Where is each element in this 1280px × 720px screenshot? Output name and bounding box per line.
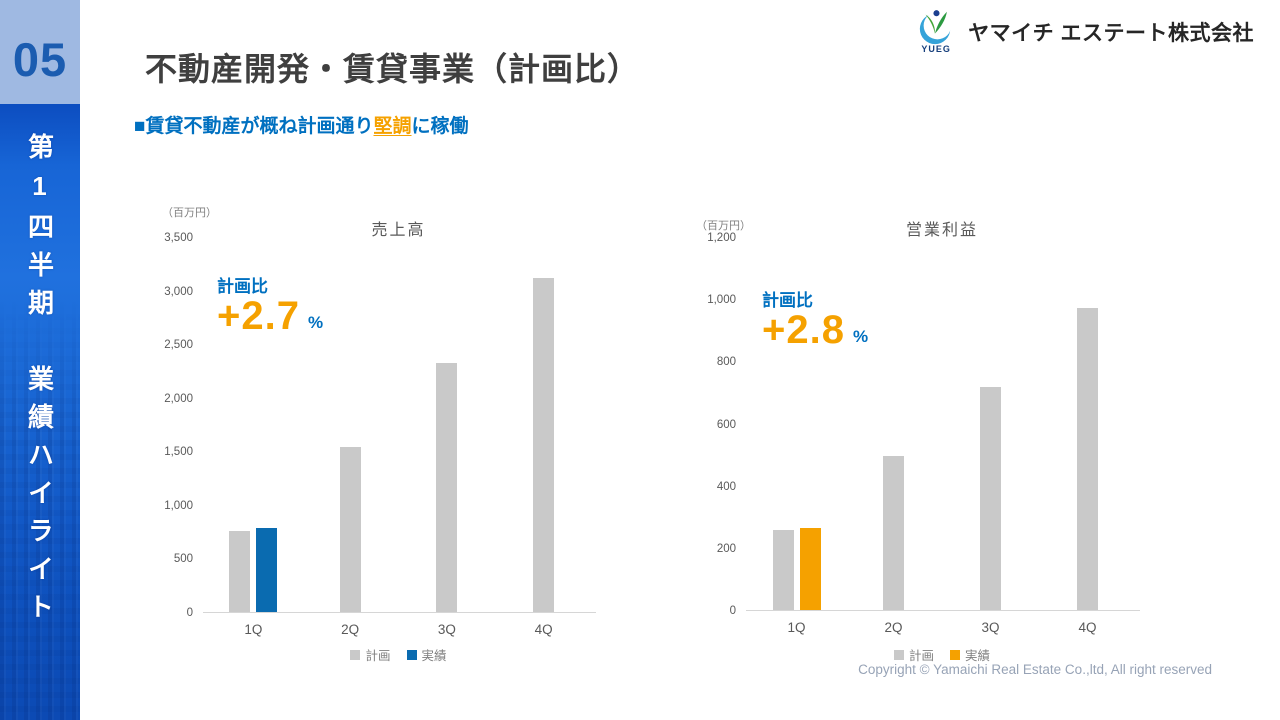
legend-swatch-actual	[406, 649, 417, 660]
legend-item-plan: 計画	[350, 645, 391, 664]
bar-actual-1Q	[799, 528, 821, 611]
y-tick-label: 200	[716, 542, 736, 555]
subtitle-prefix: ■賃貸不動産が概ね計画通り	[134, 116, 374, 137]
x-tick-label: 2Q	[341, 622, 360, 637]
sales-plan-ratio-label: 計画比	[217, 277, 268, 296]
bar-groups	[748, 238, 1136, 611]
x-tick-label: 1Q	[244, 622, 263, 637]
y-tick-label: 3,500	[164, 232, 193, 244]
legend-swatch-actual	[950, 649, 960, 660]
section-number-badge: 05	[0, 0, 80, 104]
x-tick-label: 4Q	[1078, 620, 1097, 635]
x-tick-label: 3Q	[981, 620, 1000, 635]
legend-label-actual: 実績	[965, 649, 991, 663]
bar-group-3Q	[942, 238, 1039, 611]
sales-y-axis-unit-label: （百万円）	[162, 207, 217, 219]
sales-plan-ratio-value: +2.7	[217, 294, 300, 338]
bar-plan-2Q	[339, 446, 361, 613]
section-number: 05	[12, 32, 68, 86]
bar-plan-1Q	[772, 530, 794, 611]
logo-icon-wrap: YUEG	[914, 8, 958, 54]
legend-item-actual: 実績	[406, 645, 447, 664]
profit-plan-ratio-label: 計画比	[762, 291, 813, 310]
sidebar: 05 第1四半期 業績ハイライト	[0, 0, 80, 720]
y-tick-label: 1,000	[164, 499, 193, 512]
sidebar-photo-texture	[0, 300, 80, 720]
bar-plan-2Q	[883, 455, 904, 611]
profit-y-axis-unit-label: （百万円）	[696, 220, 751, 232]
profit-chart-legend: 計画 実績	[748, 645, 1136, 664]
legend-item-actual: 実績	[950, 645, 990, 664]
profit-plan-ratio-row: +2.8 %	[762, 309, 868, 351]
bar-plan-3Q	[436, 363, 458, 613]
y-tick-label: 0	[729, 605, 736, 617]
logo-yueg-text: YUEG	[921, 44, 951, 54]
x-tick-label: 4Q	[534, 622, 553, 637]
profit-plan-ratio-percent-sign: %	[852, 327, 869, 346]
sales-chart-title: 売上高	[371, 222, 426, 239]
y-tick-label: 500	[173, 553, 193, 566]
bar-group-2Q	[302, 238, 399, 613]
page-title: 不動産開発・賃貸事業（計画比）	[145, 51, 641, 87]
bar-actual-1Q	[256, 528, 278, 613]
y-tick-label: 3,000	[164, 285, 193, 298]
sales-plan-ratio-annotation: 計画比 +2.7 %	[217, 272, 323, 337]
y-tick-label: 600	[716, 418, 736, 431]
bar-plan-3Q	[980, 387, 1001, 611]
sidebar-vertical-title: 第1四半期 業績ハイライト	[0, 133, 80, 631]
bar-group-2Q	[845, 238, 942, 611]
y-tick-label: 1,500	[164, 446, 193, 459]
yueg-logo-icon	[920, 10, 952, 45]
sales-plot-area: 0 500 1,000 1,500 2,000 2,500 3,000 3,500 1Q 2Q 3Q…	[164, 232, 596, 637]
sidebar-title-line2: 業績ハイライト	[24, 365, 55, 631]
sidebar-title-line1: 第1四半期	[24, 133, 55, 327]
profit-chart-title: 営業利益	[905, 222, 978, 239]
profit-plan-ratio-value: +2.8	[762, 308, 845, 352]
subtitle-highlight: 堅調	[373, 116, 412, 137]
legend-swatch-plan	[893, 649, 904, 660]
subtitle: ■賃貸不動産が概ね計画通り堅調に稼働	[134, 111, 469, 138]
x-tick-label: 1Q	[787, 620, 806, 635]
sales-plan-ratio-row: +2.7 %	[217, 295, 323, 337]
operating-profit-chart: （百万円） 営業利益 計画比 +2.8 % 0 200 400 600 800 1,000…	[690, 200, 1150, 680]
y-tick-label: 1,000	[707, 294, 736, 307]
y-tick-label: 0	[186, 607, 193, 619]
bar-group-4Q	[1039, 238, 1136, 611]
subtitle-suffix: に稼働	[411, 116, 469, 137]
sales-chart-legend: 計画 実績	[205, 645, 592, 664]
sidebar-city-photo	[0, 104, 80, 720]
legend-swatch-plan	[350, 649, 361, 660]
legend-label-actual: 実績	[421, 649, 447, 663]
bar-plan-1Q	[229, 530, 251, 613]
y-tick-label: 2,500	[164, 339, 193, 352]
x-axis-labels: 1Q 2Q 3Q 4Q	[205, 622, 592, 637]
legend-label-plan: 計画	[908, 649, 934, 663]
profit-plan-ratio-annotation: 計画比 +2.8 %	[762, 286, 868, 351]
copyright-notice: Copyright © Yamaichi Real Estate Co.,ltd…	[858, 662, 1212, 677]
y-tick-label: 2,000	[164, 392, 193, 405]
y-tick-label: 400	[716, 480, 736, 493]
bar-group-1Q	[205, 238, 302, 613]
bar-group-3Q	[399, 238, 496, 613]
legend-label-plan: 計画	[365, 649, 391, 663]
x-tick-label: 3Q	[437, 622, 456, 637]
bar-plan-4Q	[1077, 307, 1098, 611]
x-axis-labels: 1Q 2Q 3Q 4Q	[748, 620, 1136, 635]
y-tick-label: 1,200	[707, 232, 736, 244]
bar-plan-4Q	[533, 277, 555, 613]
company-logo: YUEG ヤマイチ エステート株式会社	[914, 8, 1254, 54]
sales-chart: （百万円） 売上高 計画比 +2.7 % 0 500 1,000 1,500 2,000…	[160, 200, 620, 680]
sales-plan-ratio-percent-sign: %	[307, 313, 324, 332]
profit-plot-area: 0 200 400 600 800 1,000 1,200 1Q 2Q 3Q 4Q	[707, 232, 1140, 635]
bar-group-4Q	[495, 238, 592, 613]
company-name: ヤマイチ エステート株式会社	[968, 22, 1254, 45]
legend-item-plan: 計画	[893, 645, 934, 664]
x-tick-label: 2Q	[884, 620, 903, 635]
bar-group-1Q	[748, 238, 845, 611]
bar-groups	[205, 238, 592, 613]
y-tick-label: 800	[716, 356, 736, 369]
